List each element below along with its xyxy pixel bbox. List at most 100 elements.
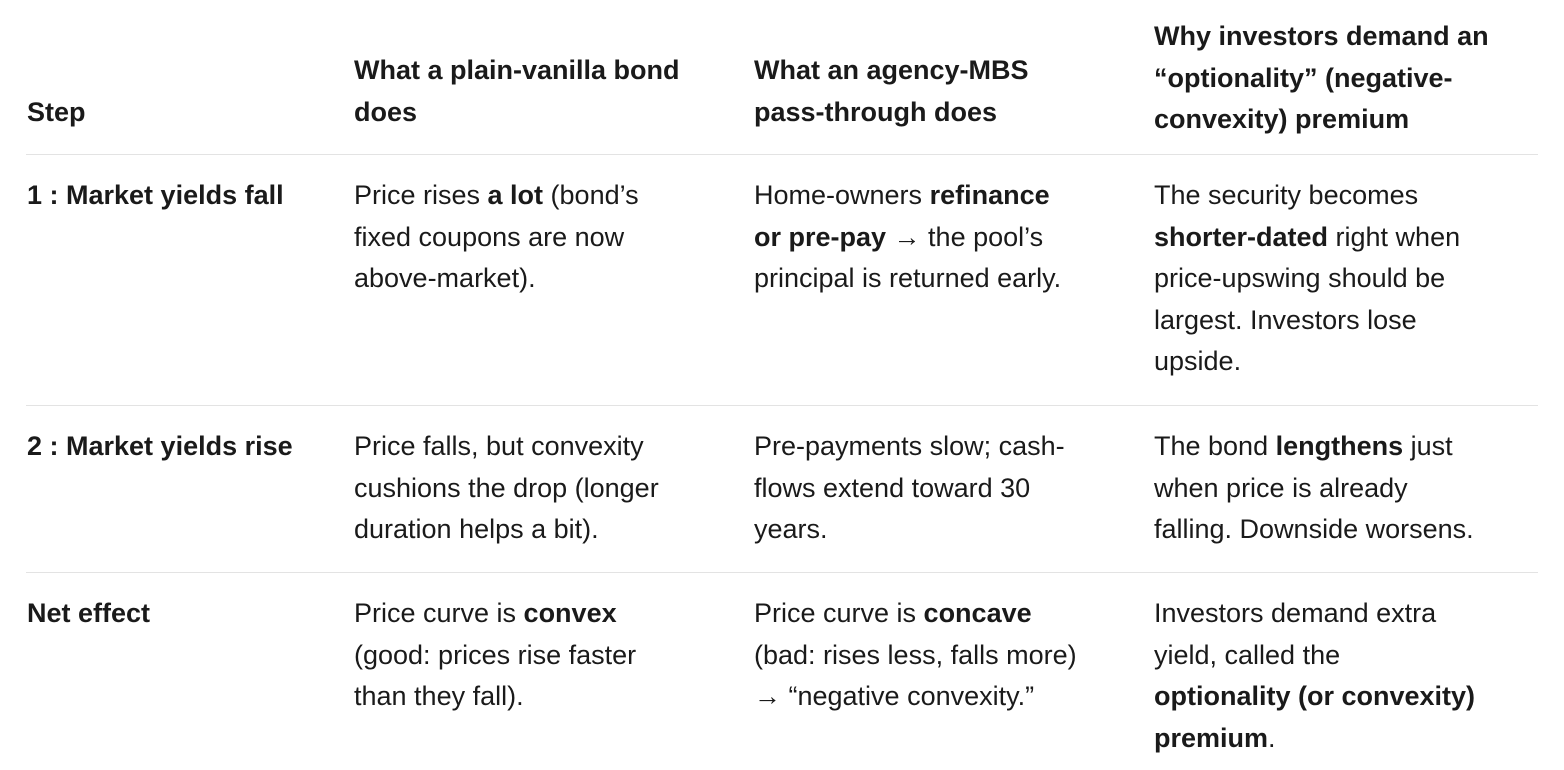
cell-text-line: premium. — [1154, 718, 1475, 760]
cell-text-line: fixed coupons are now — [354, 217, 639, 259]
row-bond-cell: Price curve is convex (good: prices rise … — [354, 593, 636, 718]
header-premium-line: Why investors demand an — [1154, 21, 1489, 51]
table-header-row: Step What a plain-vanilla bond does What… — [26, 0, 1538, 155]
emphasis-text: concave — [923, 598, 1032, 628]
row-step: Net effect — [27, 593, 150, 635]
cell-text-line: price-upswing should be — [1154, 258, 1460, 300]
header-bond: What a plain-vanilla bond does — [354, 50, 680, 133]
header-step-label: Step — [27, 97, 86, 127]
cell-text: just — [1403, 431, 1453, 461]
cell-text-line: Price falls, but convexity — [354, 426, 659, 468]
cell-text-line: principal is returned early. — [754, 258, 1061, 300]
emphasis-text: a lot — [487, 180, 544, 210]
cell-text-line: above-market). — [354, 258, 639, 300]
cell-text: yield, called the — [1154, 639, 1341, 670]
cell-text-line: The bond lengthens just — [1154, 426, 1474, 468]
cell-text-line: duration helps a bit). — [354, 509, 659, 551]
emphasis-text: or pre-pay — [754, 221, 887, 252]
cell-text-line: optionality (or convexity) — [1154, 676, 1475, 718]
cell-text-line: The security becomes — [1154, 175, 1460, 217]
row-mbs-cell: Home-owners refinance or pre-pay → the po… — [754, 175, 1061, 300]
cell-text: Price curve is — [354, 598, 524, 628]
cell-text-line: (bad: rises less, falls more) — [754, 635, 1077, 677]
cell-text: when price is already — [1154, 472, 1408, 503]
cell-text: price-upswing should be — [1154, 263, 1446, 293]
header-bond-line: does — [354, 96, 418, 127]
cell-text-line: falling. Downside worsens. — [1154, 509, 1474, 551]
header-step: Step — [27, 92, 86, 134]
cell-text-line: Pre-payments slow; cash- — [754, 426, 1065, 468]
header-premium: Why investors demand an “optionality” (n… — [1154, 16, 1489, 141]
cell-text: falling. Downside worsens. — [1154, 514, 1474, 544]
cell-text: principal is returned early. — [754, 263, 1062, 293]
cell-text: (good: prices rise faster — [354, 639, 637, 670]
cell-text: Home-owners — [754, 180, 930, 210]
cell-text-line: (good: prices rise faster — [354, 635, 636, 677]
cell-text-line: cushions the drop (longer — [354, 468, 659, 510]
cell-text: upside. — [1154, 346, 1242, 376]
cell-text: (bad: rises less, falls more) — [754, 639, 1077, 670]
row-step-label: 1 : Market yields fall — [27, 180, 284, 210]
row-step: 2 : Market yields rise — [27, 426, 293, 468]
cell-text-line: flows extend toward 30 — [754, 468, 1065, 510]
emphasis-text: convex — [523, 598, 617, 628]
table-row: 2 : Market yields rise Price falls, but … — [26, 406, 1538, 573]
cell-text: Price curve is — [754, 598, 924, 628]
cell-text-line: Home-owners refinance — [754, 175, 1061, 217]
row-premium-cell: Investors demand extra yield, called the o… — [1154, 593, 1475, 759]
cell-text: largest. Investors lose — [1154, 304, 1417, 335]
row-mbs-cell: Pre-payments slow; cash-flows extend tow… — [754, 426, 1065, 551]
cell-text: → “negative convexity.” — [754, 681, 1035, 711]
cell-text-line: Price curve is convex — [354, 593, 636, 635]
emphasis-text: lengthens — [1275, 431, 1404, 461]
header-bond-line: What a plain-vanilla bond — [354, 55, 680, 85]
row-mbs-cell: Price curve is concave (bad: rises less, … — [754, 593, 1077, 718]
row-premium-cell: The security becomes shorter-dated right … — [1154, 175, 1460, 383]
table-row: 1 : Market yields fall Price rises a lot… — [26, 155, 1538, 406]
cell-text: above-market). — [354, 263, 536, 293]
comparison-table: Step What a plain-vanilla bond does What… — [26, 0, 1538, 770]
emphasis-text: premium — [1154, 722, 1269, 753]
row-step: 1 : Market yields fall — [27, 175, 284, 217]
header-premium-line: “optionality” (negative- — [1154, 62, 1453, 93]
cell-text-line: shorter-dated right when — [1154, 217, 1460, 259]
cell-text-line: yield, called the — [1154, 635, 1475, 677]
cell-text: fixed coupons are now — [354, 221, 625, 252]
cell-text-line: or pre-pay → the pool’s — [754, 217, 1061, 259]
cell-text-line: Price curve is concave — [754, 593, 1077, 635]
cell-text: cushions the drop (longer — [354, 472, 659, 503]
emphasis-text: shorter-dated — [1154, 221, 1329, 252]
row-premium-cell: The bond lengthens just when price is alr… — [1154, 426, 1474, 551]
row-bond-cell: Price falls, but convexity cushions the d… — [354, 426, 659, 551]
cell-text-line: largest. Investors lose — [1154, 300, 1460, 342]
header-mbs-line: What an agency-MBS — [754, 55, 1029, 85]
cell-text: years. — [754, 514, 828, 544]
cell-text: The bond — [1154, 431, 1276, 461]
table-row: Net effect Price curve is convex (good: p… — [26, 573, 1538, 770]
header-mbs: What an agency-MBS pass-through does — [754, 50, 1029, 133]
cell-text: Price rises — [354, 180, 488, 210]
cell-text: → the pool’s — [886, 221, 1044, 252]
emphasis-text: refinance — [929, 180, 1050, 210]
cell-text: right when — [1328, 221, 1461, 252]
cell-text: Investors demand extra — [1154, 598, 1437, 628]
cell-text-line: when price is already — [1154, 468, 1474, 510]
cell-text: duration helps a bit). — [354, 514, 599, 544]
cell-text-line: years. — [754, 509, 1065, 551]
row-bond-cell: Price rises a lot (bond’s fixed coupons a… — [354, 175, 639, 300]
cell-text: Pre-payments slow; cash- — [754, 431, 1065, 461]
cell-text: (bond’s — [543, 180, 639, 210]
cell-text: The security becomes — [1154, 180, 1419, 210]
cell-text-line: upside. — [1154, 341, 1460, 383]
row-step-label: 2 : Market yields rise — [27, 431, 293, 461]
cell-text-line: Price rises a lot (bond’s — [354, 175, 639, 217]
header-premium-line: convexity) premium — [1154, 104, 1410, 134]
cell-text-line: → “negative convexity.” — [754, 676, 1077, 718]
cell-text-line: than they fall). — [354, 676, 636, 718]
cell-text-line: Investors demand extra — [1154, 593, 1475, 635]
cell-text: . — [1268, 722, 1276, 753]
cell-text: flows extend toward 30 — [754, 472, 1031, 503]
cell-text: than they fall). — [354, 681, 524, 711]
cell-text: Price falls, but convexity — [354, 431, 644, 461]
emphasis-text: optionality (or convexity) — [1154, 681, 1476, 711]
